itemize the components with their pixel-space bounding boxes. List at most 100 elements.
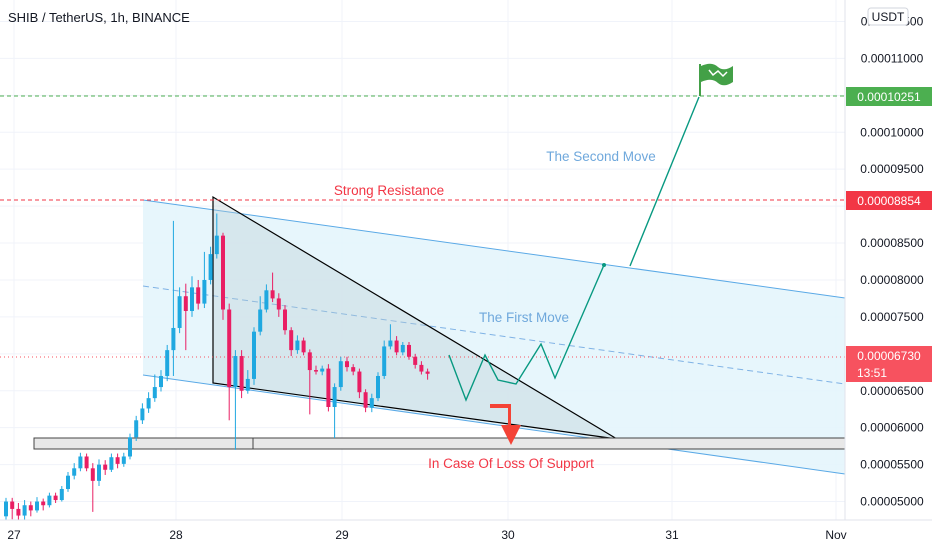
candle <box>159 370 163 392</box>
candle <box>115 453 120 469</box>
candle-body <box>183 296 188 311</box>
candle <box>35 497 39 513</box>
candle <box>134 415 139 441</box>
candle <box>239 350 244 399</box>
candle <box>190 276 194 317</box>
bar-countdown: 13:51 <box>857 366 887 380</box>
candle <box>314 365 318 375</box>
candle-body <box>345 361 349 368</box>
candle-body <box>177 296 182 328</box>
candle <box>345 356 349 372</box>
candle-body <box>84 456 89 469</box>
candles <box>4 213 430 521</box>
channel-fill <box>143 200 845 474</box>
time-tick-29: 29 <box>335 528 349 542</box>
first-move-path <box>448 264 605 402</box>
candle-body <box>307 352 312 371</box>
candle <box>16 503 21 521</box>
candle <box>183 283 188 351</box>
candle <box>165 344 170 382</box>
candle <box>283 305 287 335</box>
candle-body <box>152 387 157 399</box>
candle-body <box>221 235 225 310</box>
candle-body <box>357 371 362 393</box>
channel-mid-line <box>142 285 846 385</box>
price-tick: 0.00005000 <box>860 495 924 509</box>
svg-text:0.00008854: 0.00008854 <box>857 194 921 208</box>
currency-label: USDT <box>872 10 905 24</box>
candle-body <box>53 495 58 501</box>
target-price-label: 0.00010251 <box>846 87 932 106</box>
currency-badge[interactable]: USDT <box>867 7 909 26</box>
candle <box>10 497 15 520</box>
price-tick: 0.00011000 <box>861 51 924 65</box>
second-move-path <box>629 96 700 267</box>
candle-body <box>4 501 8 517</box>
candle <box>53 492 58 504</box>
candle <box>84 453 89 472</box>
strong-resistance-label: Strong Resistance <box>334 183 444 198</box>
candle-body <box>41 501 46 506</box>
time-tick-27: 27 <box>7 528 21 542</box>
candle-body <box>413 356 418 365</box>
flag-icon <box>699 63 733 96</box>
candle-body <box>202 279 207 304</box>
candle-body <box>252 331 256 379</box>
support-zone <box>33 437 846 450</box>
candle <box>41 498 46 511</box>
channel-lower-line <box>142 374 846 475</box>
candle-body <box>338 361 343 388</box>
candle <box>152 374 157 402</box>
candle <box>295 335 300 354</box>
candle <box>140 403 145 424</box>
candle-body <box>320 368 325 372</box>
candle-body <box>400 344 405 353</box>
candle <box>72 463 77 480</box>
candle <box>90 463 95 512</box>
price-tick: 0.00006000 <box>860 421 924 435</box>
candle-body <box>283 309 287 331</box>
price-tick: 0.00005500 <box>860 458 924 472</box>
candle <box>233 350 238 450</box>
candle <box>227 303 232 421</box>
time-tick-nov: Nov <box>825 528 846 542</box>
candle <box>376 372 380 402</box>
price-tick: 0.00010000 <box>860 125 924 139</box>
candle-body <box>214 235 219 255</box>
candle <box>394 336 399 356</box>
candle <box>66 471 70 492</box>
price-tick: 0.00008000 <box>860 273 924 287</box>
candle <box>59 486 64 502</box>
candle <box>276 293 281 317</box>
candle <box>214 213 219 259</box>
candle-body <box>72 468 77 476</box>
candle-body <box>419 364 424 372</box>
candle-body <box>128 437 132 457</box>
candle-body <box>16 508 21 516</box>
candle <box>78 452 83 472</box>
candle <box>202 251 207 309</box>
candle-body <box>196 287 201 304</box>
candle-body <box>382 346 387 376</box>
candle-body <box>314 370 318 372</box>
candle-body <box>109 457 114 470</box>
candle-body <box>245 378 250 391</box>
candle-body <box>227 309 232 388</box>
time-tick-28: 28 <box>169 528 183 542</box>
candle <box>146 392 151 413</box>
candle <box>407 342 411 360</box>
candle-body <box>140 408 145 421</box>
symbol-title: SHIB / TetherUS, 1h, BINANCE <box>8 10 190 25</box>
candle <box>28 501 33 517</box>
candle <box>252 327 256 385</box>
candle <box>400 342 405 356</box>
candle-body <box>103 464 108 470</box>
candle-body <box>301 340 306 353</box>
candle <box>388 324 393 350</box>
price-tick: 0.00009500 <box>860 162 924 176</box>
candle-body <box>10 501 15 509</box>
candle <box>121 452 126 467</box>
candle <box>413 353 418 369</box>
candle-body <box>165 350 170 376</box>
